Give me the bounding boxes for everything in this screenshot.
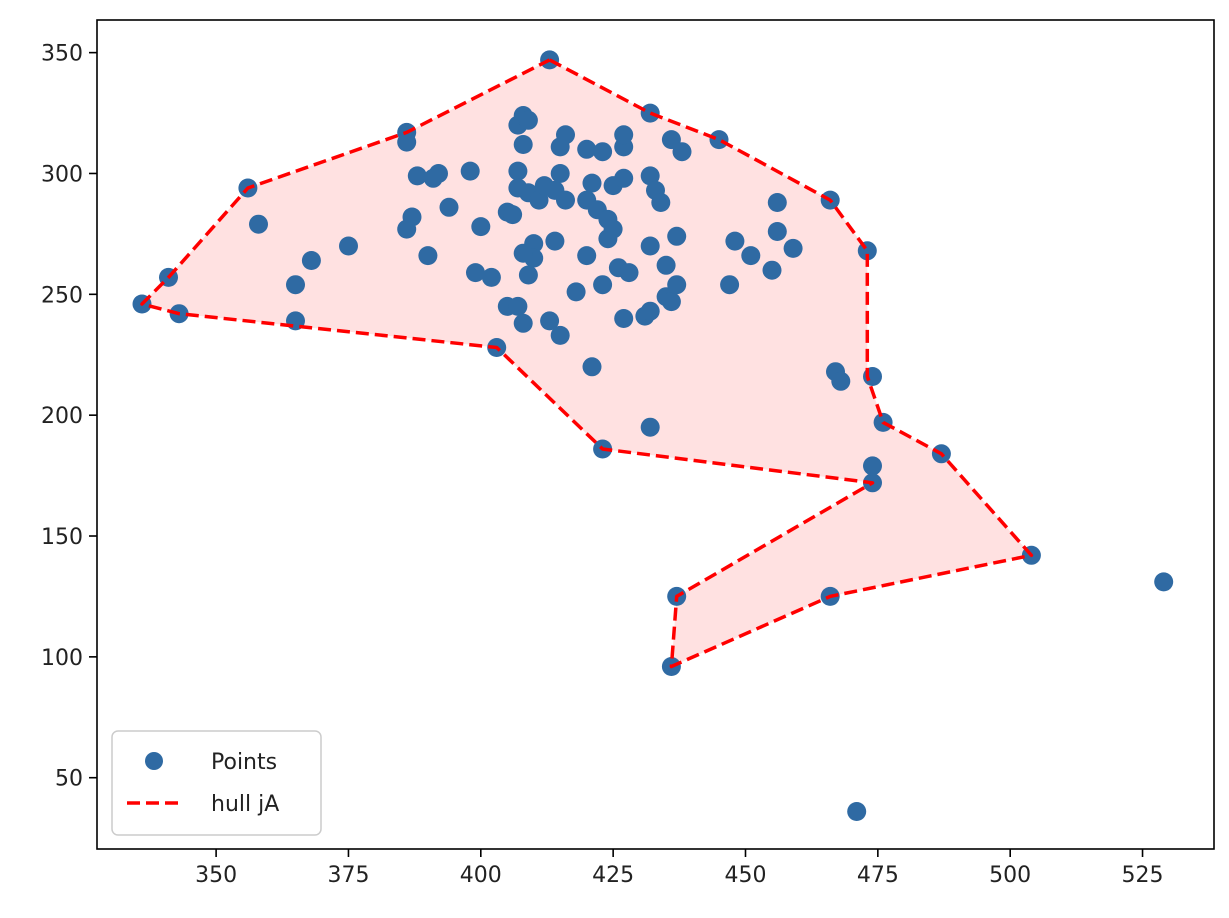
point-91 [651, 193, 671, 212]
point-9 [1154, 572, 1174, 592]
point-18 [582, 357, 602, 377]
point-67 [518, 265, 538, 285]
x-tick-label: 500 [989, 863, 1031, 888]
point-37 [439, 197, 459, 217]
point-38 [460, 161, 480, 181]
point-87 [640, 166, 660, 186]
point-85 [619, 263, 639, 283]
point-74 [593, 142, 613, 162]
point-2 [709, 130, 729, 150]
point-45 [508, 296, 528, 316]
point-59 [550, 164, 570, 183]
point-47 [540, 311, 560, 331]
point-68 [566, 282, 586, 302]
point-1 [640, 103, 660, 123]
point-63 [545, 231, 565, 251]
point-105 [783, 238, 803, 258]
point-101 [741, 246, 761, 266]
legend: Points hull jA [111, 730, 322, 836]
x-tick-label: 525 [1122, 863, 1164, 888]
point-41 [481, 267, 501, 287]
y-tick-label: 250 [41, 283, 83, 308]
point-15 [847, 802, 867, 821]
legend-label-points: Points [211, 750, 277, 775]
y-tick-label: 150 [41, 525, 83, 550]
x-tick-label: 350 [195, 863, 237, 888]
point-32 [418, 246, 438, 266]
point-66 [513, 243, 533, 263]
point-75 [593, 275, 613, 295]
point-56 [529, 190, 549, 210]
point-61 [556, 125, 575, 145]
point-93 [656, 255, 676, 275]
point-40 [466, 263, 485, 283]
hull-line [140, 58, 1034, 669]
point-100 [725, 231, 745, 251]
point-33 [339, 236, 358, 256]
point-36 [429, 164, 448, 183]
point-25 [301, 251, 321, 270]
legend-box [111, 730, 322, 836]
legend-label-hull: hull jA [211, 792, 279, 817]
y-tick-label: 200 [41, 404, 83, 429]
point-62 [556, 190, 575, 210]
y-tick-label: 100 [41, 646, 83, 671]
x-tick-label: 400 [460, 863, 502, 888]
y-tick-label: 300 [41, 162, 83, 187]
point-43 [503, 205, 523, 225]
point-84 [614, 309, 634, 328]
y-tick-label: 350 [41, 42, 83, 67]
x-tick-label: 475 [857, 863, 899, 888]
axes: 350 375 400 425 450 475 500 525 50 100 150 200 250 30… [41, 19, 1215, 888]
plot-area [132, 50, 1174, 821]
point-78 [603, 219, 623, 239]
point-46 [513, 313, 533, 333]
x-tick-label: 375 [327, 863, 369, 888]
point-48 [550, 325, 570, 345]
point-51 [518, 110, 538, 130]
point-31 [402, 207, 422, 227]
point-71 [577, 246, 597, 266]
point-98 [672, 142, 692, 162]
point-107 [831, 371, 851, 391]
point-88 [640, 236, 660, 256]
point-34 [407, 166, 427, 186]
point-24 [286, 275, 305, 295]
point-14 [863, 456, 882, 476]
point-17 [640, 417, 660, 437]
point-104 [767, 222, 787, 241]
point-82 [614, 168, 634, 188]
point-29 [397, 132, 417, 152]
point-26 [249, 214, 268, 234]
point-39 [471, 217, 491, 237]
point-53 [508, 161, 528, 181]
x-tick-label: 425 [592, 863, 634, 888]
point-89 [640, 301, 660, 321]
axes-frame [96, 19, 1215, 850]
point-103 [767, 193, 787, 212]
point-96 [667, 275, 687, 295]
legend-marker-points [145, 752, 163, 770]
y-tick-label: 50 [55, 767, 83, 792]
point-95 [661, 292, 681, 312]
point-83 [614, 125, 634, 145]
x-tick-label: 450 [724, 863, 766, 888]
point-69 [577, 139, 597, 159]
point-102 [762, 260, 782, 280]
point-72 [582, 173, 602, 193]
point-99 [720, 275, 740, 295]
point-52 [513, 135, 533, 154]
point-97 [667, 226, 687, 246]
